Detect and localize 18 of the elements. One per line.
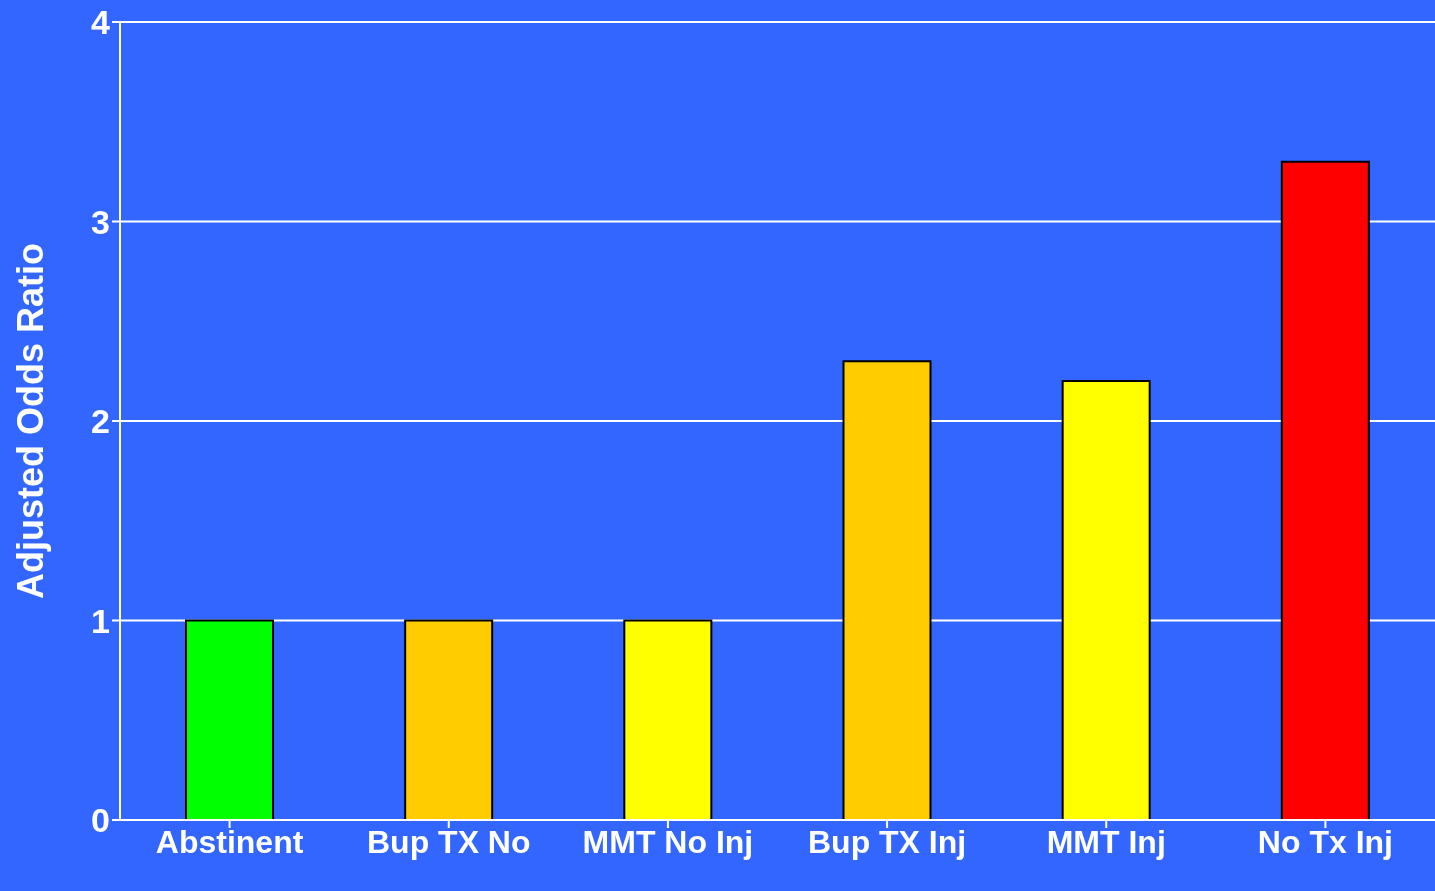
y-tick-label: 0 <box>91 801 110 840</box>
bar <box>1061 380 1151 820</box>
x-tick-label: Bup TX No <box>366 823 531 860</box>
y-tick-label: 3 <box>91 202 110 241</box>
y-tick-label: 2 <box>91 402 110 441</box>
y-axis-title: Adjusted Odds Ratio <box>9 242 51 600</box>
x-tick-label: MMT Inj <box>1046 823 1166 860</box>
bar <box>404 619 494 820</box>
bar <box>1280 160 1370 820</box>
x-tick-label: Abstinent <box>155 823 304 860</box>
x-tick-label: MMT No Inj <box>582 823 754 860</box>
y-tick-label: 4 <box>91 3 111 42</box>
bar <box>185 619 274 820</box>
bar <box>842 360 932 820</box>
bar <box>623 619 713 820</box>
x-tick-label: Bup TX Inj <box>807 823 967 860</box>
x-tick-label: No Tx Inj <box>1257 823 1393 860</box>
y-tick-label: 1 <box>91 601 110 640</box>
